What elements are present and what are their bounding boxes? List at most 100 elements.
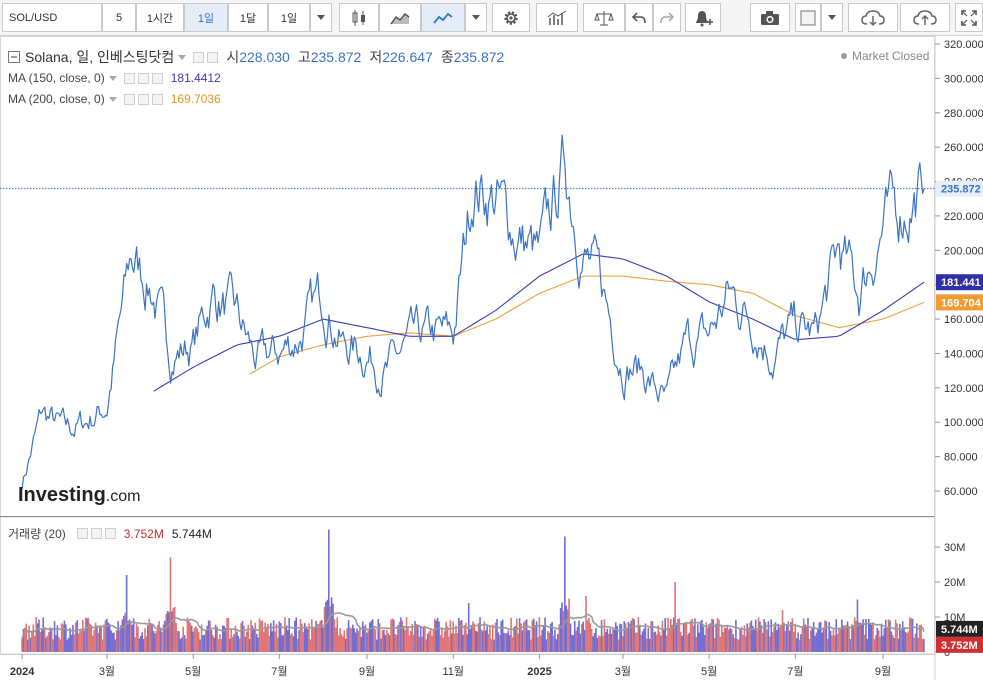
volume-bar [419, 626, 422, 652]
volume-bar [698, 632, 700, 652]
add-alert-button[interactable] [685, 3, 721, 32]
interval-1h-button[interactable]: 1시간 [136, 3, 184, 32]
redo-button[interactable] [653, 3, 681, 32]
ma200-legend[interactable]: MA (200, close, 0) 169.7036 [8, 92, 221, 106]
volume-bar [531, 620, 534, 652]
volume-bar [679, 631, 682, 652]
volume-bar [712, 619, 715, 652]
volume-bar [388, 635, 391, 652]
volume-bar [270, 623, 272, 652]
volume-bar [357, 630, 360, 652]
close-icon[interactable] [151, 72, 163, 84]
volume-bar [699, 621, 702, 652]
volume-bar [603, 619, 606, 652]
volume-bar [212, 635, 214, 652]
gear-icon[interactable] [137, 72, 149, 84]
gear-icon[interactable] [90, 528, 102, 539]
volume-bar [773, 626, 775, 652]
interval-5-button[interactable]: 5 [102, 3, 136, 32]
indicators-button[interactable] [536, 3, 578, 32]
undo-icon [632, 11, 646, 23]
price-chart-svg[interactable]: 320.000300.000280.000260.000240.000220.0… [0, 36, 983, 680]
save-chart-button[interactable] [900, 3, 950, 32]
candlestick-button[interactable] [339, 3, 379, 32]
volume-bar [33, 636, 36, 652]
volume-bar [474, 630, 477, 652]
load-chart-button[interactable] [848, 3, 898, 32]
chevron-down-icon[interactable] [178, 54, 187, 60]
gear-icon[interactable] [207, 51, 219, 63]
interval-1m-button[interactable]: 1달 [228, 3, 268, 32]
volume-bar [634, 632, 637, 652]
symbol-input[interactable]: SOL/USD [2, 3, 102, 32]
interval-1d-button[interactable]: 1일 [184, 3, 228, 32]
volume-bar [804, 624, 806, 652]
volume-bar [356, 628, 358, 652]
collapse-icon[interactable] [8, 51, 20, 63]
volume-bar [130, 621, 132, 652]
volume-bar [308, 623, 310, 652]
volume-bar [59, 639, 62, 652]
volume-bar [349, 627, 351, 652]
ma150-legend[interactable]: MA (150, close, 0) 181.4412 [8, 71, 221, 85]
volume-bar [801, 625, 804, 652]
volume-bar [545, 639, 548, 652]
volume-bar [896, 623, 898, 652]
volume-bar [500, 621, 503, 652]
volume-bar [572, 635, 575, 652]
line-chart-button[interactable] [421, 3, 465, 32]
volume-bar [339, 628, 341, 652]
volume-bar [113, 632, 115, 652]
volume-bar [450, 633, 453, 652]
undo-button[interactable] [625, 3, 653, 32]
last-price-tag-bg [936, 180, 983, 197]
close-icon[interactable] [151, 93, 163, 105]
volume-bar [332, 603, 334, 652]
volume-bar [251, 625, 254, 652]
chart-type-dropdown-button[interactable] [465, 3, 487, 32]
time-tick-label: 11월 [443, 665, 465, 678]
settings-button[interactable] [492, 3, 530, 32]
eye-icon[interactable] [123, 93, 135, 105]
volume-bar [822, 627, 825, 652]
volume-bar [514, 625, 517, 652]
volume-bar [559, 607, 562, 652]
template-button[interactable] [795, 3, 821, 32]
volume-bar [306, 628, 309, 652]
price-tick-label: 100.000 [944, 417, 983, 429]
time-tick-label: 3월 [615, 665, 631, 678]
volume-bar [57, 636, 60, 652]
volume-bar [106, 618, 108, 652]
screenshot-button[interactable] [750, 3, 790, 32]
interval-dropdown-button[interactable] [310, 3, 332, 32]
volume-bar [582, 621, 585, 652]
volume-bar [26, 639, 29, 652]
eye-icon[interactable] [123, 72, 135, 84]
volume-bar [783, 622, 785, 652]
volume-bar [504, 632, 507, 652]
close-icon[interactable] [104, 528, 116, 539]
volume-bar [532, 618, 535, 652]
volume-bar [448, 636, 450, 652]
interval-custom-button[interactable]: 1일 [268, 3, 310, 32]
volume-bar [711, 618, 713, 652]
template-dropdown-button[interactable] [821, 3, 843, 32]
volume-bar [696, 624, 699, 652]
volume-bar [39, 631, 42, 652]
volume-bar [312, 628, 315, 652]
chevron-down-icon[interactable] [108, 75, 117, 81]
area-chart-button[interactable] [379, 3, 421, 32]
chevron-down-icon[interactable] [108, 96, 117, 102]
compare-button[interactable] [583, 3, 625, 32]
volume-legend[interactable]: 거래량 (20) 3.752M 5.744M [8, 525, 212, 542]
chart-area[interactable]: 320.000300.000280.000260.000240.000220.0… [0, 36, 983, 680]
eye-icon[interactable] [76, 528, 88, 539]
volume-bar [619, 623, 621, 652]
eye-icon[interactable] [193, 51, 205, 63]
volume-bar [404, 630, 406, 652]
market-status-text: Market Closed [852, 49, 930, 63]
volume-bar [83, 630, 86, 652]
volume-bar [508, 635, 511, 652]
fullscreen-button[interactable] [955, 3, 983, 32]
gear-icon[interactable] [137, 93, 149, 105]
